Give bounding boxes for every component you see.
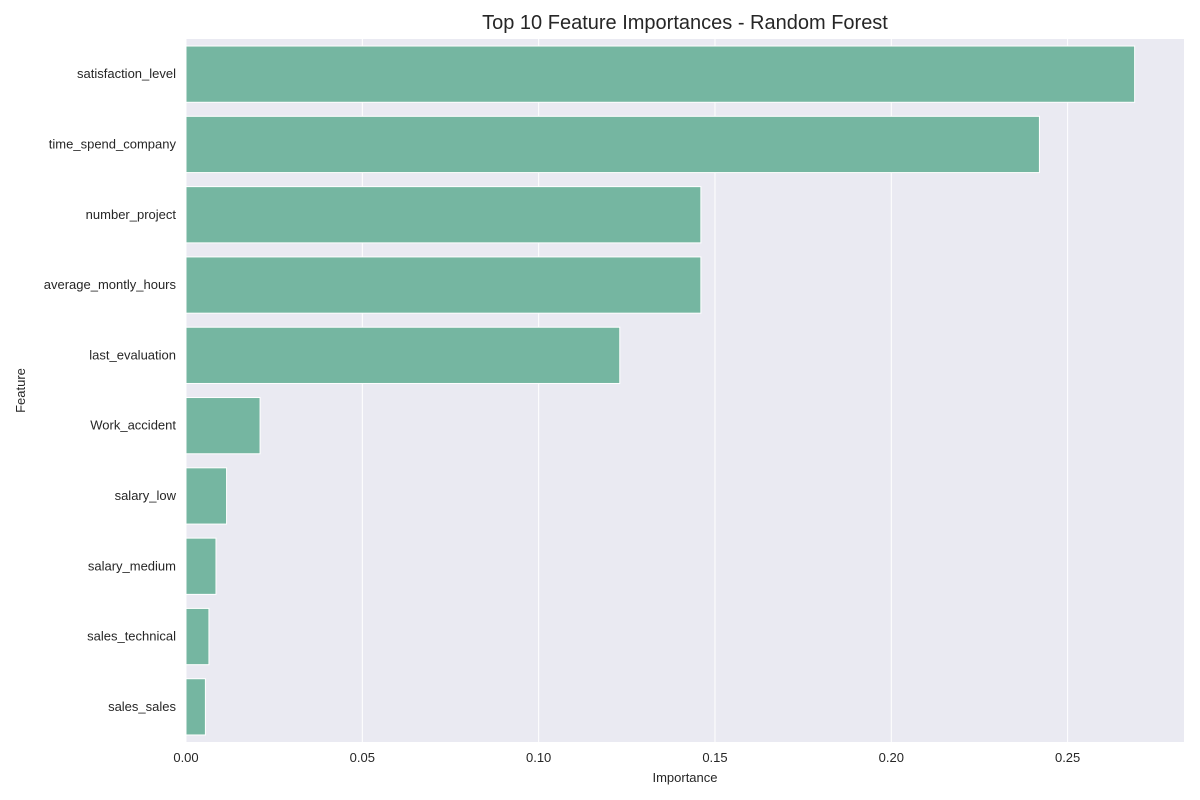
bar — [185, 537, 217, 595]
bar — [185, 115, 1040, 174]
x-tick-label: 0.10 — [526, 750, 551, 765]
y-axis-label: Feature — [13, 368, 28, 413]
y-tick-label: number_project — [86, 207, 177, 222]
bar — [185, 256, 702, 314]
x-tick-label: 0.15 — [702, 750, 727, 765]
y-tick-label: sales_sales — [108, 699, 176, 714]
y-tick-label: Work_accident — [90, 418, 176, 433]
y-tick-label: salary_medium — [88, 558, 176, 573]
bar — [185, 607, 210, 666]
y-tick-label: satisfaction_level — [77, 66, 176, 81]
y-tick-label: time_spend_company — [49, 136, 177, 151]
chart-title: Top 10 Feature Importances - Random Fore… — [482, 12, 888, 34]
x-axis-label: Importance — [652, 770, 717, 785]
x-tick-label: 0.25 — [1055, 750, 1080, 765]
y-tick-label: last_evaluation — [89, 347, 176, 362]
bar — [185, 678, 206, 736]
bar — [185, 186, 702, 244]
bars — [185, 45, 1136, 736]
bar — [185, 397, 261, 455]
y-tick-label: salary_low — [115, 488, 177, 503]
bar — [185, 45, 1136, 103]
bar — [185, 467, 228, 525]
bar — [185, 326, 621, 384]
x-tick-label: 0.20 — [879, 750, 904, 765]
x-tick-labels: 0.00 0.05 0.10 0.15 0.20 0.25 — [173, 750, 1080, 765]
x-tick-label: 0.00 — [173, 750, 198, 765]
y-tick-labels: satisfaction_level time_spend_companynumb… — [44, 66, 177, 714]
y-tick-label: average_montly_hours — [44, 277, 177, 292]
x-tick-label: 0.05 — [350, 750, 375, 765]
y-tick-label: sales_technical — [87, 629, 176, 644]
